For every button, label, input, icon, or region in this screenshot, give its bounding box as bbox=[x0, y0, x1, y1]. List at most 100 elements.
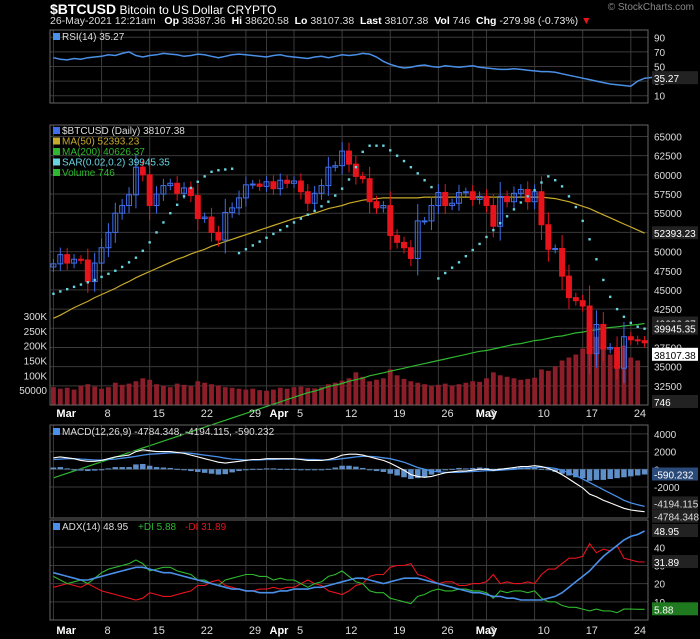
adx-tag: 48.95 bbox=[654, 527, 679, 538]
candle-body bbox=[153, 193, 160, 207]
candle-body bbox=[297, 180, 304, 193]
candle-body bbox=[600, 323, 607, 350]
bottom-xaxis-label: May bbox=[476, 625, 498, 637]
volume-bar bbox=[312, 388, 318, 405]
candle-body bbox=[497, 195, 504, 227]
price-xaxis-label: 26 bbox=[441, 408, 453, 420]
sar-dot bbox=[59, 290, 62, 293]
macd-hist-bar bbox=[456, 467, 462, 470]
volume-bar bbox=[284, 388, 290, 405]
volume-bar bbox=[298, 386, 304, 405]
candle-body bbox=[270, 181, 277, 190]
minus-di-tag: 31.89 bbox=[654, 558, 679, 569]
volume-bar bbox=[92, 386, 98, 405]
volume-bar bbox=[339, 380, 345, 405]
macd-hist-bar bbox=[126, 467, 132, 470]
volume-bar bbox=[367, 381, 373, 405]
candle-body bbox=[222, 211, 229, 241]
macd-hist-bar bbox=[298, 469, 304, 471]
macd-hist-bar bbox=[71, 469, 77, 471]
volume-bar bbox=[202, 382, 208, 405]
volume-bar bbox=[133, 381, 139, 405]
volume-bar bbox=[497, 375, 503, 405]
volume-bar bbox=[85, 384, 91, 405]
bottom-xaxis-label: 24 bbox=[634, 625, 646, 637]
bottom-xaxis-label: Apr bbox=[270, 625, 290, 637]
sar-dot bbox=[182, 195, 186, 198]
sar-dot bbox=[52, 292, 55, 295]
candle-body bbox=[559, 248, 566, 277]
price-panel-frame bbox=[49, 124, 649, 406]
candle-body bbox=[607, 346, 614, 350]
candle-body bbox=[146, 174, 153, 207]
sar-dot bbox=[72, 285, 76, 289]
open-label: Op bbox=[164, 15, 180, 27]
sar-dot bbox=[210, 170, 213, 173]
price-legend-swatch bbox=[53, 158, 60, 166]
bottom-xaxis-label: 26 bbox=[441, 625, 453, 637]
volume-bar bbox=[64, 387, 70, 405]
macd-hist-bar bbox=[511, 467, 517, 470]
macd-hist-bar bbox=[133, 464, 139, 470]
sar-dot bbox=[320, 205, 323, 208]
macd-hist-bar bbox=[359, 467, 366, 470]
sar-dot bbox=[299, 217, 303, 220]
macd-line bbox=[53, 449, 645, 513]
price-xaxis-label: 22 bbox=[201, 408, 213, 420]
candle-body bbox=[359, 175, 366, 180]
candle-body bbox=[634, 339, 641, 342]
sar-dot bbox=[560, 185, 564, 188]
adx-panel-frame bbox=[49, 519, 649, 621]
security-name: Bitcoin to US Dollar bbox=[119, 3, 224, 17]
sar-dot bbox=[457, 261, 461, 264]
macd-hist-bar bbox=[256, 468, 263, 470]
candle-body bbox=[208, 216, 215, 233]
macd-hist-bar bbox=[98, 469, 105, 471]
sar-dot bbox=[196, 180, 199, 183]
macd-hist-bar bbox=[222, 469, 229, 475]
macd-legend-swatch bbox=[53, 428, 60, 435]
candle-body bbox=[332, 165, 339, 168]
plus-di-legend: +DI 5.88 bbox=[138, 522, 177, 533]
macd-hist-bar bbox=[593, 469, 600, 480]
macd-hist-bar bbox=[628, 469, 634, 477]
price-ytick-label: 60000 bbox=[654, 171, 682, 182]
sar-dot bbox=[492, 228, 495, 232]
sar-dot bbox=[554, 179, 557, 182]
sar-dot bbox=[389, 149, 392, 152]
price-xaxis-label: 17 bbox=[586, 408, 598, 420]
candle-body bbox=[98, 247, 105, 264]
macd-hist-bar bbox=[442, 469, 448, 471]
candle-body bbox=[112, 212, 119, 233]
sar-dot bbox=[567, 195, 571, 198]
volume-bar bbox=[222, 387, 228, 405]
volume-bar bbox=[325, 384, 331, 405]
volume-bar bbox=[264, 390, 269, 405]
macd-hist-bar bbox=[318, 469, 325, 471]
macd-hist-bar bbox=[634, 469, 641, 476]
volume-bar bbox=[106, 387, 111, 405]
volume-bar bbox=[215, 385, 221, 405]
volume-tag: 746 bbox=[654, 398, 671, 409]
ma200-line bbox=[53, 322, 645, 479]
volume-bar bbox=[161, 385, 166, 405]
candle-body bbox=[449, 202, 456, 207]
candle-body bbox=[263, 181, 270, 187]
macd-hist-bar bbox=[559, 469, 565, 474]
candle-body bbox=[469, 191, 476, 200]
high-value: 38620.58 bbox=[245, 15, 289, 27]
rsi-ytick-label: 50 bbox=[654, 63, 666, 74]
volume-bar bbox=[600, 348, 606, 405]
price-xaxis-label: 8 bbox=[105, 408, 111, 420]
macd-hist-bar bbox=[160, 467, 167, 470]
bottom-xaxis-label: 29 bbox=[249, 625, 261, 637]
volume-bar bbox=[607, 354, 613, 405]
symbol: $BTCUSD bbox=[50, 1, 117, 17]
volume-bar bbox=[147, 379, 153, 405]
candle-body bbox=[201, 216, 208, 220]
volume-bar bbox=[257, 390, 263, 405]
price-legend-item: $BTCUSD (Daily) 38107.38 bbox=[62, 126, 185, 137]
volume-bar bbox=[126, 383, 132, 405]
macd-hist-bar bbox=[236, 469, 242, 472]
volume-bar bbox=[401, 378, 407, 405]
